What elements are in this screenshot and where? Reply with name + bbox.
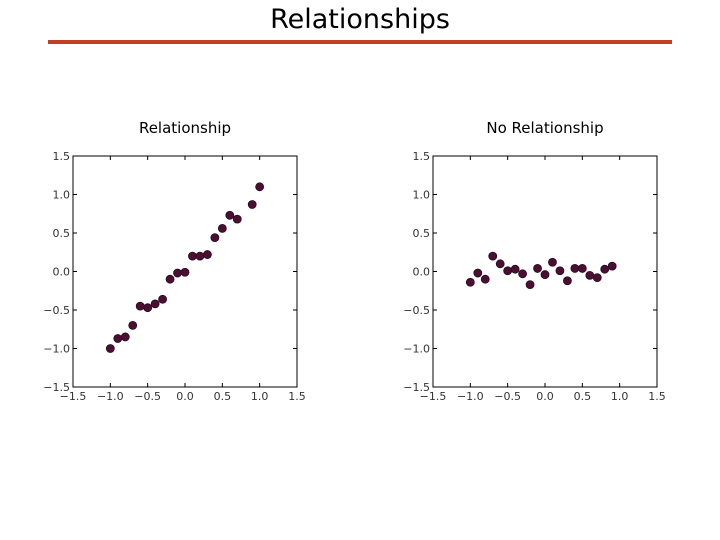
left-y-tick-label: −1.5 [43,381,70,394]
left-data-point [232,214,242,224]
left-data-point [202,250,212,259]
right-y-tick-label: −0.5 [403,304,430,317]
left-x-tick-label: 0.0 [176,390,194,403]
left-data-point [188,251,197,261]
left-x-tick-label: −1.5 [60,390,87,403]
left-data-point [210,233,220,243]
slide-title: Relationships [270,4,450,35]
right-x-tick-label: 0.0 [536,390,554,403]
left-y-tick-label: 0.0 [53,266,71,279]
right-data-point [533,264,542,273]
left-data-point [195,251,205,261]
right-chart: −1.5 −1.0 −0.5 0.0 0.5 1.0 1.5 −1.5 −1.0 −0.5 0.0 0… [403,150,665,403]
left-x-tick-label: 1.5 [288,390,306,403]
right-data-point [607,261,617,271]
right-y-tick-label: 1.5 [413,150,431,163]
right-data-point [540,270,550,279]
left-data-point [135,301,145,311]
left-data-point [173,268,182,278]
right-data-point [480,274,490,284]
left-y-tick-label: 1.5 [53,150,71,163]
right-data-point [555,266,565,276]
left-chart-title: Relationship [138,119,232,137]
right-y-tick-label: 1.0 [413,189,431,202]
left-data-point [165,274,175,284]
left-data-point [143,303,153,313]
right-x-tick-label: −1.0 [457,390,484,403]
left-x-tick-label: −0.5 [134,390,161,403]
right-data-point [577,264,587,273]
left-data-point [113,334,123,343]
left-data-point [105,344,115,353]
right-data-point [503,266,513,276]
left-x-tick-label: −1.0 [97,390,124,403]
right-data-point [495,259,505,269]
left-data-point [128,320,138,330]
left-x-tick-label: 0.5 [214,390,232,403]
title-divider [48,40,672,44]
left-y-tick-label: 0.5 [53,227,71,240]
left-data-point [180,267,190,277]
right-data-point [525,280,535,289]
right-data-point [473,268,483,278]
left-data-point [247,200,257,209]
right-data-point [570,264,580,273]
right-data-point [563,276,572,286]
right-data-point [510,264,520,274]
right-y-tick-label: −1.5 [403,381,430,394]
right-y-tick-label: 0.5 [413,227,431,240]
right-y-tick-label: −1.0 [403,343,430,356]
right-data-point [518,269,527,279]
left-data-point [225,210,235,220]
right-x-tick-label: −0.5 [494,390,521,403]
left-chart: −1.5 −1.0 −0.5 0.0 0.5 1.0 1.5 −1.5 −1.0 −0.5 0.0 0… [43,150,305,403]
right-x-tick-label: 0.5 [574,390,592,403]
left-data-point [158,294,168,304]
left-x-tick-label: 1.0 [251,390,269,403]
left-data-point [120,332,130,342]
left-data-point [217,223,227,233]
right-chart-title: No Relationship [486,119,604,137]
left-data-point [150,299,160,309]
right-x-tick-label: 1.5 [648,390,666,403]
right-data-point [488,251,498,261]
right-data-point [465,277,475,287]
left-y-tick-label: −0.5 [43,304,70,317]
right-data-point [548,257,557,267]
left-y-tick-label: 1.0 [53,189,71,202]
right-x-tick-label: −1.5 [420,390,447,403]
left-data-point [255,182,265,192]
right-data-point [592,273,602,283]
right-y-tick-label: 0.0 [413,266,431,279]
right-data-point [585,270,595,280]
right-x-tick-label: 1.0 [611,390,629,403]
left-y-tick-label: −1.0 [43,343,70,356]
right-data-point [600,264,610,274]
